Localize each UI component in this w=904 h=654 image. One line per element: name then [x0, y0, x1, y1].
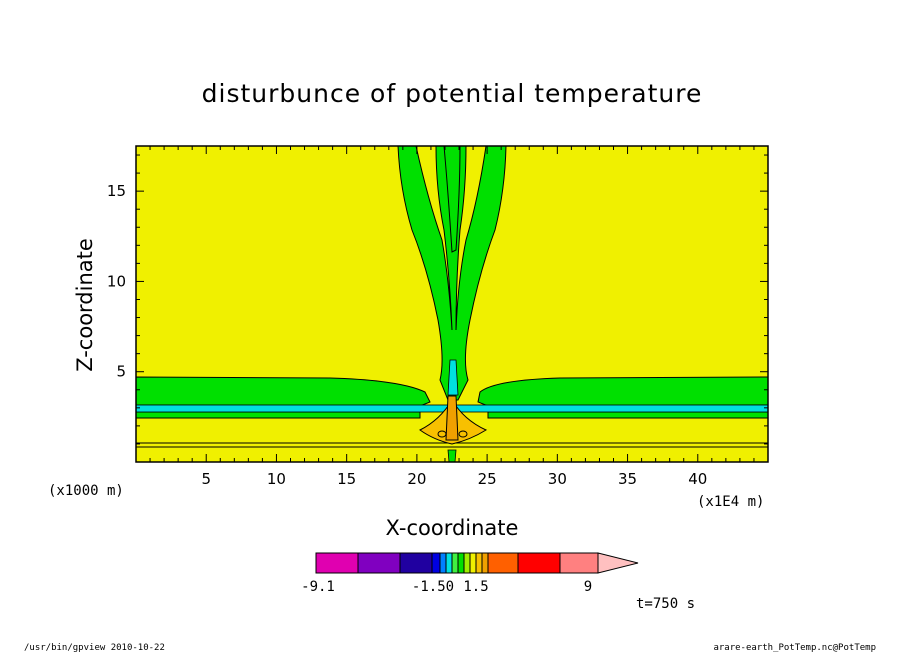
- plot-area: [135, 145, 769, 463]
- colorbar-segment: [469, 552, 477, 574]
- colorbar-segment: [357, 552, 401, 574]
- contour-base-green: [447, 449, 457, 463]
- contour-plume-channel-left: [415, 145, 453, 331]
- contour-plume: [397, 145, 507, 401]
- contour-warm-core: [445, 395, 459, 441]
- colorbar-label: -1.50: [412, 579, 454, 595]
- x-tick-label: 40: [688, 470, 707, 488]
- contour-plume-channel-right: [455, 145, 487, 331]
- contour-cyan-core: [447, 359, 459, 396]
- x-tick-label: 20: [407, 470, 426, 488]
- colorbar-arrow: [597, 552, 639, 574]
- colorbar-segment: [559, 552, 599, 574]
- x-axis-title: X-coordinate: [386, 516, 519, 540]
- x-tick-label: 5: [201, 470, 211, 488]
- x-axis-ticks: 5 10 15 20 25 30 35 40: [149, 146, 755, 488]
- time-annotation: t=750 s: [636, 596, 695, 612]
- colorbar: [315, 552, 639, 574]
- footer-right: arare-earth_PotTemp.nc@PotTemp: [713, 643, 876, 653]
- contour-dot-b: [458, 430, 468, 438]
- colorbar-segment: [315, 552, 359, 574]
- colorbar-segment: [445, 552, 453, 574]
- colorbar-segment: [399, 552, 433, 574]
- colorbar-segment: [463, 552, 471, 574]
- y-tick-label: 10: [107, 272, 126, 290]
- colorbar-segment: [439, 552, 447, 574]
- x-tick-label: 10: [267, 470, 286, 488]
- colorbar-segment: [431, 552, 441, 574]
- colorbar-segment: [481, 552, 489, 574]
- contour-plume-core: [443, 145, 461, 253]
- plot-frame: [135, 145, 769, 463]
- x-tick-label: 15: [337, 470, 356, 488]
- y-tick-label: 5: [116, 363, 126, 381]
- colorbar-segment: [487, 552, 519, 574]
- y-axis-ticks: 5 10 15: [107, 154, 768, 445]
- footer-left: /usr/bin/gpview 2010-10-22: [24, 643, 165, 653]
- chart-title: disturbunce of potential temperature: [202, 79, 703, 108]
- x-scale-label: (x1E4 m): [697, 494, 764, 510]
- colorbar-segment: [517, 552, 561, 574]
- colorbar-segment: [451, 552, 459, 574]
- colorbar-label: 9: [584, 579, 592, 595]
- colorbar-segment: [457, 552, 465, 574]
- x-tick-label: 35: [618, 470, 637, 488]
- y-scale-label: (x1000 m): [48, 483, 124, 499]
- colorbar-label: 1.5: [463, 579, 488, 595]
- colorbar-segment: [475, 552, 483, 574]
- x-tick-label: 30: [548, 470, 567, 488]
- contour-green-band: [135, 376, 769, 407]
- contour-dot-a: [437, 430, 447, 438]
- colorbar-label: -9.1: [301, 579, 335, 595]
- y-tick-label: 15: [107, 182, 126, 200]
- x-tick-label: 25: [478, 470, 497, 488]
- y-axis-title: Z-coordinate: [73, 238, 97, 372]
- colorbar-labels: -9.1 -1.50 1.5 9: [301, 579, 592, 595]
